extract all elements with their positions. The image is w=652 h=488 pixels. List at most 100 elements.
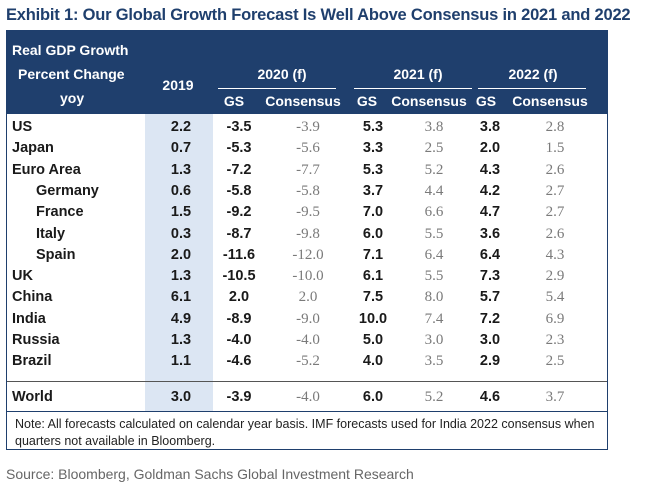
cell-v2019: 1.1: [170, 353, 192, 370]
cell-v2019: 1.3: [170, 332, 192, 348]
row-country-label: Germany: [36, 182, 99, 199]
cell-con2021: 5.2: [424, 161, 444, 178]
header-consensus-2021: Consensus: [391, 93, 467, 109]
cell-gs2022: 4.2: [479, 182, 501, 199]
cell-con2021: 2.5: [424, 140, 444, 157]
header-2019: 2019: [162, 77, 194, 93]
underline-2021: [354, 88, 472, 89]
cell-gs2021: 5.3: [362, 161, 384, 178]
table-row: US 2.2 -3.5 -3.9 5.3 3.8 3.8 2.8: [6, 116, 608, 138]
header-consensus-2020: Consensus: [265, 93, 341, 109]
cell-v2019: 0.3: [170, 225, 192, 242]
cell-gs2020: -5.3: [226, 140, 252, 157]
table-row: Brazil 1.1 -4.6 -5.2 4.0 3.5 2.9 2.5: [6, 350, 608, 372]
table-frame: [6, 30, 608, 412]
cell-con2020: -10.0: [292, 268, 324, 285]
cell-gs2020: -4.0: [226, 332, 252, 348]
cell-gs2021: 6.0: [362, 389, 384, 405]
cell-con2022: 2.7: [545, 182, 565, 199]
cell-v2019: 3.0: [170, 389, 192, 405]
row-country-label: Spain: [36, 246, 76, 263]
cell-gs2020: -7.2: [226, 161, 252, 178]
cell-con2020: -9.5: [296, 204, 320, 221]
cell-gs2022: 7.3: [479, 268, 501, 285]
cell-con2020: -3.9: [296, 119, 320, 135]
cell-con2021: 5.2: [424, 389, 444, 405]
cell-con2021: 8.0: [424, 289, 444, 306]
cell-con2021: 3.8: [424, 119, 444, 135]
cell-v2019: 4.9: [170, 310, 192, 327]
cell-gs2020: -3.5: [226, 119, 252, 135]
world-divider: [6, 381, 608, 382]
cell-v2019: 0.6: [170, 182, 192, 199]
cell-gs2022: 4.3: [479, 161, 501, 178]
cell-gs2022: 6.4: [479, 246, 501, 263]
cell-con2022: 4.3: [545, 246, 565, 263]
row-country-label: World: [12, 389, 53, 405]
table-row: Germany 0.6 -5.8 -5.8 3.7 4.4 4.2 2.7: [6, 180, 608, 202]
cell-con2020: -7.7: [296, 161, 320, 178]
cell-con2021: 4.4: [424, 182, 444, 199]
cell-con2020: -4.0: [296, 332, 320, 348]
column-2019-highlight: [145, 114, 213, 412]
cell-gs2022: 3.6: [479, 225, 501, 242]
cell-con2021: 3.0: [424, 332, 444, 348]
cell-gs2020: -11.6: [222, 246, 256, 263]
row-country-label: France: [36, 204, 84, 221]
cell-gs2021: 7.0: [362, 204, 384, 221]
cell-con2022: 5.4: [545, 289, 565, 306]
table-row: Spain 2.0 -11.6 -12.0 7.1 6.4 6.4 4.3: [6, 244, 608, 266]
exhibit-title: Exhibit 1: Our Global Growth Forecast Is…: [6, 6, 631, 24]
cell-con2021: 5.5: [424, 225, 444, 242]
cell-con2021: 6.4: [424, 246, 444, 263]
cell-con2021: 3.5: [424, 353, 444, 370]
cell-con2022: 1.5: [545, 140, 565, 157]
cell-con2021: 6.6: [424, 204, 444, 221]
cell-gs2022: 5.7: [479, 289, 501, 306]
cell-con2022: 3.7: [545, 389, 565, 405]
cell-con2021: 7.4: [424, 310, 444, 327]
cell-con2022: 2.5: [545, 353, 565, 370]
table-row: France 1.5 -9.2 -9.5 7.0 6.6 4.7 2.7: [6, 201, 608, 223]
cell-con2022: 2.7: [545, 204, 565, 221]
row-country-label: Euro Area: [12, 161, 81, 178]
cell-gs2022: 4.6: [479, 389, 501, 405]
cell-gs2022: 3.0: [479, 332, 501, 348]
header-consensus-2022: Consensus: [512, 93, 588, 109]
table-row: India 4.9 -8.9 -9.0 10.0 7.4 7.2 6.9: [6, 308, 608, 330]
cell-gs2021: 7.1: [362, 246, 384, 263]
cell-v2019: 6.1: [170, 289, 192, 306]
cell-gs2021: 6.1: [362, 268, 384, 285]
cell-con2022: 2.6: [545, 225, 565, 242]
cell-v2019: 0.7: [170, 140, 192, 157]
row-country-label: Russia: [12, 332, 60, 348]
row-country-label: India: [12, 310, 46, 327]
cell-gs2022: 4.7: [479, 204, 501, 221]
header-group-2020: 2020 (f): [257, 66, 307, 82]
cell-con2022: 6.9: [545, 310, 565, 327]
header-gs-2021: GS: [356, 93, 378, 109]
row-country-label: Japan: [12, 140, 54, 157]
cell-v2019: 1.5: [170, 204, 192, 221]
cell-gs2020: -5.8: [226, 182, 252, 199]
cell-con2022: 2.9: [545, 268, 565, 285]
cell-gs2021: 5.3: [362, 119, 384, 135]
cell-v2019: 1.3: [170, 161, 192, 178]
header-label-line2: Percent Change: [18, 66, 125, 82]
underline-2020: [218, 88, 336, 89]
table-row: China 6.1 2.0 2.0 7.5 8.0 5.7 5.4: [6, 286, 608, 308]
table-row: UK 1.3 -10.5 -10.0 6.1 5.5 7.3 2.9: [6, 265, 608, 287]
cell-gs2022: 7.2: [479, 310, 501, 327]
header-gs-2020: GS: [223, 93, 245, 109]
header-gs-2022: GS: [475, 93, 497, 109]
cell-gs2020: -4.6: [226, 353, 252, 370]
cell-gs2021: 7.5: [362, 289, 384, 306]
cell-con2022: 2.8: [545, 119, 565, 135]
row-country-label: UK: [12, 268, 33, 285]
header-group-2022: 2022 (f): [508, 66, 558, 82]
cell-gs2021: 3.3: [362, 140, 384, 157]
row-country-label: China: [12, 289, 53, 306]
table-row: Japan 0.7 -5.3 -5.6 3.3 2.5 2.0 1.5: [6, 137, 608, 159]
header-group-2021: 2021 (f): [393, 66, 443, 82]
cell-gs2022: 3.8: [479, 119, 501, 135]
